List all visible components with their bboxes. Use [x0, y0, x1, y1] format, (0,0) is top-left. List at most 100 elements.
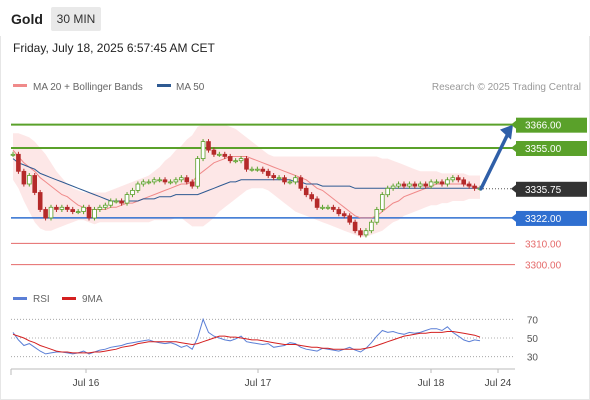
candle-body [184, 177, 190, 183]
candle-body [81, 206, 86, 212]
candle-body [108, 200, 114, 206]
candle-body [26, 175, 32, 185]
candle-body [113, 200, 119, 203]
rsi-tick-label: 70 [527, 315, 539, 326]
instrument-title: Gold [11, 11, 43, 27]
candle-body [325, 206, 331, 209]
level-label-bg [516, 210, 587, 226]
candle-body [347, 215, 352, 223]
price-level-labels: 3366.00 3355.00 3335.75 3322.00 3310.00 3300.… [511, 117, 587, 272]
candle-body [151, 179, 157, 183]
x-tick-label: Jul 24 [485, 378, 512, 389]
bollinger-bands [13, 124, 480, 237]
candle-body [103, 204, 108, 208]
rsi-legend-label: RSI [33, 294, 50, 305]
forecast-arrow-head [500, 124, 513, 140]
chart-header: Gold 30 MIN [0, 0, 590, 36]
rsi-lines [12, 317, 481, 355]
candle-body [54, 206, 59, 210]
ma20-legend-swatch [13, 84, 27, 87]
level-label-pointer [511, 143, 516, 152]
candle-body [331, 206, 336, 210]
level-label-pivot: 3322.00 [525, 214, 562, 225]
research-credit: Research © 2025 Trading Central [432, 82, 581, 93]
candle-body [412, 183, 418, 187]
candle-body [472, 185, 477, 189]
candle-body [32, 175, 37, 193]
rsi-tick-label: 50 [527, 334, 539, 345]
rsi-ma-line [12, 331, 481, 354]
candle-body [293, 177, 298, 183]
rsi-ma-legend-swatch [62, 297, 76, 300]
candle-body [434, 181, 439, 184]
candle-body [255, 168, 260, 171]
candle-body [396, 183, 401, 187]
level-label-resistance: 3366.00 [525, 121, 562, 132]
candle-body [59, 206, 65, 210]
x-tick-label: Jul 18 [418, 378, 445, 389]
candle-body [260, 168, 266, 172]
rsi-legend-swatch [13, 297, 27, 300]
candle-body [407, 183, 412, 187]
candle-body [238, 158, 244, 162]
candle-body [227, 156, 233, 162]
candle-body [92, 209, 97, 219]
candle-body [282, 177, 287, 183]
candle-body [178, 177, 184, 181]
chart-datetime: Friday, July 18, 2025 6:57:45 AM CET [13, 41, 215, 55]
candle-body [65, 206, 70, 210]
candle-body [336, 209, 342, 215]
rsi-line [12, 317, 481, 355]
candle-body [233, 160, 238, 163]
candle-body [298, 177, 304, 189]
candle-body [189, 181, 195, 187]
candle-body [135, 183, 141, 191]
forecast-arrow-shaft [479, 129, 511, 191]
candle-body [314, 198, 320, 208]
candle-body [466, 183, 472, 187]
x-axis: Jul 16 Jul 17 Jul 18 Jul 24 [10, 369, 512, 389]
candle-body [244, 158, 249, 170]
level-label-pointer [511, 120, 516, 129]
candle-body [222, 153, 228, 157]
candle-body [216, 153, 222, 156]
candle-body [461, 179, 466, 185]
candle-body [352, 221, 358, 232]
main-legend: MA 20 + Bollinger Bands MA 50 Research ©… [13, 82, 581, 93]
candle-body [401, 183, 407, 187]
candle-body [249, 168, 255, 171]
rsi-tick-label: 30 [527, 353, 539, 364]
candle-body [168, 181, 173, 184]
candle-body [162, 179, 168, 183]
level-label-bg [516, 140, 587, 156]
candle-body [119, 200, 124, 204]
level-label-resistance: 3355.00 [525, 144, 562, 155]
ma50-legend-label: MA 50 [176, 82, 205, 93]
candle-body [390, 185, 396, 189]
candle-body [48, 206, 54, 219]
candle-body [374, 209, 380, 223]
bollinger-band-area [13, 124, 480, 237]
level-label-pointer [511, 184, 516, 193]
candle-body [146, 181, 152, 184]
level-label-bg [516, 181, 587, 197]
candle-body [450, 177, 456, 181]
candle-body [309, 194, 314, 200]
ma50-legend-swatch [157, 84, 171, 87]
ma50-line [12, 158, 480, 202]
level-label-support: 3310.00 [525, 239, 562, 250]
candle-body [43, 209, 48, 219]
timeframe-button[interactable]: 30 MIN [51, 7, 101, 31]
candle-body [10, 153, 16, 156]
candle-body [70, 209, 76, 212]
candle-body [341, 213, 347, 217]
x-tick-label: Jul 16 [73, 378, 100, 389]
candle-body [358, 230, 363, 236]
candle-body [287, 181, 293, 184]
level-label-support: 3300.00 [525, 261, 562, 272]
rsi-grid: 70 50 30 [11, 315, 539, 364]
candle-body [385, 187, 390, 196]
candle-body [124, 194, 130, 204]
candle-body [271, 175, 276, 178]
